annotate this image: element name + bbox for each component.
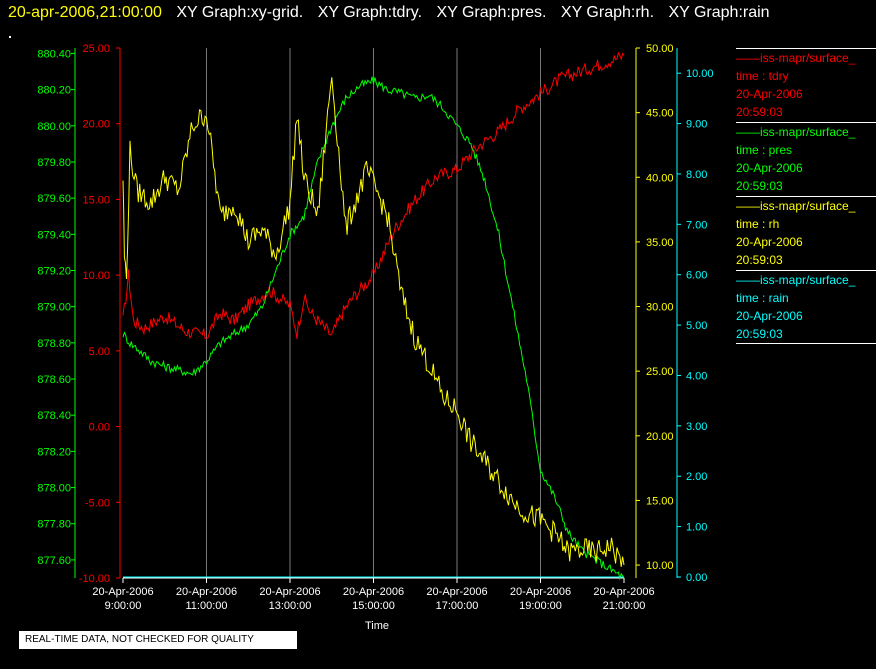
- graph-label-pres[interactable]: XY Graph:pres.: [436, 4, 547, 21]
- quality-disclaimer: REAL-TIME DATA, NOT CHECKED FOR QUALITY: [19, 631, 297, 649]
- legend-entry-rain[interactable]: ——iss-mapr/surface_ time : rain 20-Apr-2…: [736, 270, 876, 344]
- pres-tick-label: 878.60: [37, 374, 71, 386]
- legend-date: 20-Apr-2006: [736, 87, 803, 101]
- legend-date: 20-Apr-2006: [736, 309, 803, 323]
- rain-tick-label: 10.00: [686, 68, 714, 80]
- pres-tick-label: 879.80: [37, 157, 71, 169]
- rain-tick-label: 6.00: [686, 270, 707, 282]
- x-tick-label-time: 13:00:00: [269, 600, 312, 612]
- pres-tick-label: 879.00: [37, 302, 71, 314]
- x-tick-label-time: 9:00:00: [105, 600, 142, 612]
- series-pres-line: [122, 76, 625, 581]
- rain-tick-label: 5.00: [686, 320, 707, 332]
- pres-tick-label: 880.00: [37, 121, 71, 133]
- rain-tick-label: 1.00: [686, 522, 707, 534]
- pres-tick-label: 878.00: [37, 483, 71, 495]
- tdry-tick-label: 5.00: [89, 346, 110, 358]
- pres-tick-label: 877.60: [37, 555, 71, 567]
- x-tick-label-date: 20-Apr-2006: [259, 586, 320, 598]
- legend-time: 20:59:03: [736, 253, 783, 267]
- x-tick-label-date: 20-Apr-2006: [510, 586, 571, 598]
- legend-variable: time : tdry: [736, 69, 789, 83]
- legend-series-name: ——iss-mapr/surface_: [736, 125, 856, 139]
- rh-tick-label: 35.00: [646, 237, 674, 249]
- pres-tick-label: 877.80: [37, 519, 71, 531]
- pres-tick-label: 878.40: [37, 410, 71, 422]
- rh-tick-label: 50.00: [646, 43, 674, 55]
- x-tick-label-date: 20-Apr-2006: [593, 586, 654, 598]
- legend-entry-tdry[interactable]: ——iss-mapr/surface_ time : tdry 20-Apr-2…: [736, 48, 876, 121]
- legend-variable: time : rain: [736, 291, 789, 305]
- rain-tick-label: 7.00: [686, 219, 707, 231]
- legend-time: 20:59:03: [736, 179, 783, 193]
- rh-tick-label: 15.00: [646, 495, 674, 507]
- pres-tick-label: 879.60: [37, 193, 71, 205]
- tdry-tick-label: 25.00: [82, 43, 110, 55]
- rh-tick-label: 20.00: [646, 431, 674, 443]
- legend-series-name: ——iss-mapr/surface_: [736, 51, 856, 65]
- pres-tick-label: 878.80: [37, 338, 71, 350]
- x-tick-label-time: 11:00:00: [185, 600, 227, 612]
- graph-label-xy-grid[interactable]: XY Graph:xy-grid.: [176, 4, 304, 21]
- legend-date: 20-Apr-2006: [736, 161, 803, 175]
- rain-tick-label: 8.00: [686, 169, 707, 181]
- legend-time: 20:59:03: [736, 105, 783, 119]
- series-tdry-line: [122, 51, 625, 340]
- legend-entry-pres[interactable]: ——iss-mapr/surface_ time : pres 20-Apr-2…: [736, 122, 876, 195]
- tdry-tick-label: 0.00: [89, 422, 110, 434]
- x-tick-label-time: 15:00:00: [352, 600, 395, 612]
- legend-variable: time : rh: [736, 217, 780, 231]
- graph-label-rain[interactable]: XY Graph:rain: [668, 4, 770, 21]
- window-title-bar: 20-apr-2006,21:00:00 XY Graph:xy-grid. X…: [8, 2, 770, 24]
- x-axis-label: Time: [365, 620, 389, 632]
- series-rh-line: [122, 77, 625, 567]
- tdry-tick-label: -10.00: [79, 573, 110, 585]
- rain-tick-label: 0.00: [686, 572, 707, 584]
- rain-tick-label: 3.00: [686, 421, 707, 433]
- rh-tick-label: 40.00: [646, 172, 674, 184]
- x-tick-label-time: 19:00:00: [519, 600, 562, 612]
- pres-tick-label: 879.20: [37, 265, 71, 277]
- x-tick-label-date: 20-Apr-2006: [92, 586, 153, 598]
- rain-tick-label: 2.00: [686, 471, 707, 483]
- pres-tick-label: 878.20: [37, 446, 71, 458]
- pres-tick-label: 880.40: [37, 48, 71, 60]
- x-tick-label-date: 20-Apr-2006: [426, 586, 487, 598]
- pres-tick-label: 880.20: [37, 85, 71, 97]
- legend: ——iss-mapr/surface_ time : tdry 20-Apr-2…: [736, 48, 876, 345]
- x-tick-label-time: 17:00:00: [436, 600, 479, 612]
- rain-tick-label: 9.00: [686, 119, 707, 131]
- graph-label-rh[interactable]: XY Graph:rh.: [560, 4, 655, 21]
- rain-tick-label: 4.00: [686, 370, 707, 382]
- rh-tick-label: 30.00: [646, 302, 674, 314]
- rh-tick-label: 25.00: [646, 366, 674, 378]
- graph-label-tdry[interactable]: XY Graph:tdry.: [317, 4, 423, 21]
- x-tick-label-date: 20-Apr-2006: [176, 586, 237, 598]
- tdry-tick-label: 20.00: [82, 119, 110, 131]
- legend-date: 20-Apr-2006: [736, 235, 803, 249]
- legend-series-name: ——iss-mapr/surface_: [736, 273, 856, 287]
- legend-time: 20:59:03: [736, 327, 783, 341]
- legend-series-name: ——iss-mapr/surface_: [736, 199, 856, 213]
- header-timestamp: 20-apr-2006,21:00:00: [8, 4, 162, 21]
- tdry-tick-label: 10.00: [82, 270, 110, 282]
- x-tick-label-time: 21:00:00: [603, 600, 646, 612]
- x-tick-label-date: 20-Apr-2006: [343, 586, 404, 598]
- tdry-tick-label: -5.00: [85, 497, 110, 509]
- legend-entry-rh[interactable]: ——iss-mapr/surface_ time : rh 20-Apr-200…: [736, 196, 876, 269]
- pres-tick-label: 879.40: [37, 229, 71, 241]
- legend-variable: time : pres: [736, 143, 793, 157]
- rh-tick-label: 10.00: [646, 560, 674, 572]
- tdry-tick-label: 15.00: [82, 194, 110, 206]
- rh-tick-label: 45.00: [646, 108, 674, 120]
- marker-dot: [9, 36, 11, 38]
